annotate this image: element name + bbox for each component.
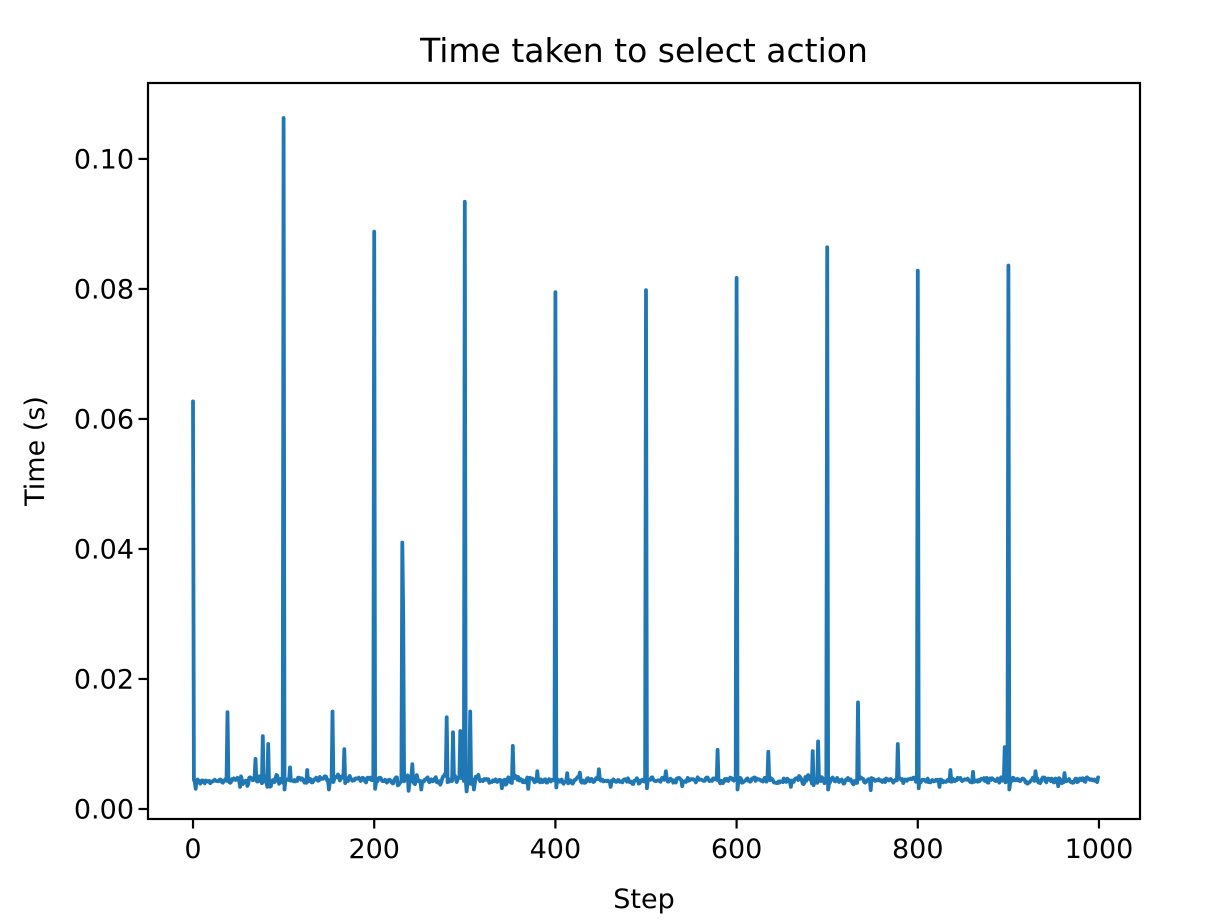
x-tick-label: 800 bbox=[892, 834, 944, 865]
y-axis-label: Time (s) bbox=[20, 396, 51, 507]
x-tick-label: 200 bbox=[348, 834, 400, 865]
y-tick-label: 0.08 bbox=[74, 274, 134, 305]
y-tick-label: 0.00 bbox=[74, 794, 134, 825]
x-tick-label: 400 bbox=[530, 834, 582, 865]
x-tick-label: 1000 bbox=[1065, 834, 1134, 865]
x-axis-label: Step bbox=[613, 884, 674, 915]
y-tick-label: 0.06 bbox=[74, 404, 134, 435]
data-line bbox=[191, 116, 1100, 794]
chart-title: Time taken to select action bbox=[419, 31, 868, 70]
plot-area: 0 200 400 600 800 1000 0.00 0.02 0.04 0.06 0.08 0.1… bbox=[74, 81, 1142, 865]
x-tick-label: 0 bbox=[184, 834, 201, 865]
y-tick-label: 0.04 bbox=[74, 534, 134, 565]
y-tick-label: 0.10 bbox=[74, 144, 134, 175]
y-tick-label: 0.02 bbox=[74, 664, 134, 695]
axes-frame bbox=[146, 81, 1142, 821]
x-tick-label: 600 bbox=[711, 834, 763, 865]
